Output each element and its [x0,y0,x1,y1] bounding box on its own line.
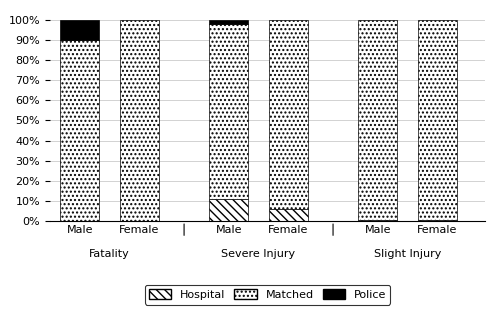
Text: Slight Injury: Slight Injury [374,249,441,259]
Bar [120,20,159,221]
Bar [210,199,248,221]
Bar [358,220,397,221]
Bar [418,20,457,220]
Bar [210,20,248,24]
Legend: Hospital, Matched, Police: Hospital, Matched, Police [144,285,390,305]
Bar [418,220,457,221]
Bar [210,24,248,199]
Text: Fatality: Fatality [89,249,130,259]
Bar [358,20,397,220]
Text: Severe Injury: Severe Injury [222,249,296,259]
Bar [60,20,99,40]
Bar [269,20,308,209]
Bar [269,209,308,221]
Bar [60,40,99,221]
